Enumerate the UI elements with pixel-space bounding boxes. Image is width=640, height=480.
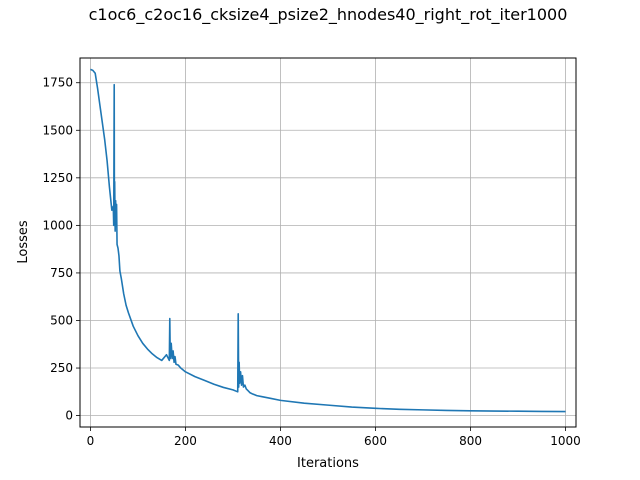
y-tick-label: 250 [50, 361, 73, 375]
chart-title: c1oc6_c2oc16_cksize4_psize2_hnodes40_rig… [89, 5, 568, 25]
y-tick-label: 500 [50, 313, 73, 327]
y-tick-label: 0 [65, 409, 73, 423]
axes-frame [79, 57, 577, 428]
y-tick-label: 1750 [42, 76, 73, 90]
y-tick-label: 1500 [42, 123, 73, 137]
loss-series-line [90, 68, 566, 413]
y-axis-label: Losses [16, 220, 31, 264]
y-tick-label: 1250 [42, 171, 73, 185]
y-tick-label: 1000 [42, 218, 73, 232]
x-tick-label: 200 [174, 434, 197, 448]
y-tick-label: 750 [50, 266, 73, 280]
x-tick-label: 400 [269, 434, 292, 448]
grid [80, 58, 576, 427]
ticks: 0 200 400 600 800 1000 0 250 500 750 1000 1250 1500 1… [42, 76, 580, 448]
x-axis-label: Iterations [297, 456, 359, 471]
x-tick-label: 600 [364, 434, 387, 448]
x-tick-label: 800 [459, 434, 482, 448]
x-tick-label: 1000 [550, 434, 581, 448]
x-tick-label: 0 [87, 434, 95, 448]
plot-area [90, 68, 566, 413]
